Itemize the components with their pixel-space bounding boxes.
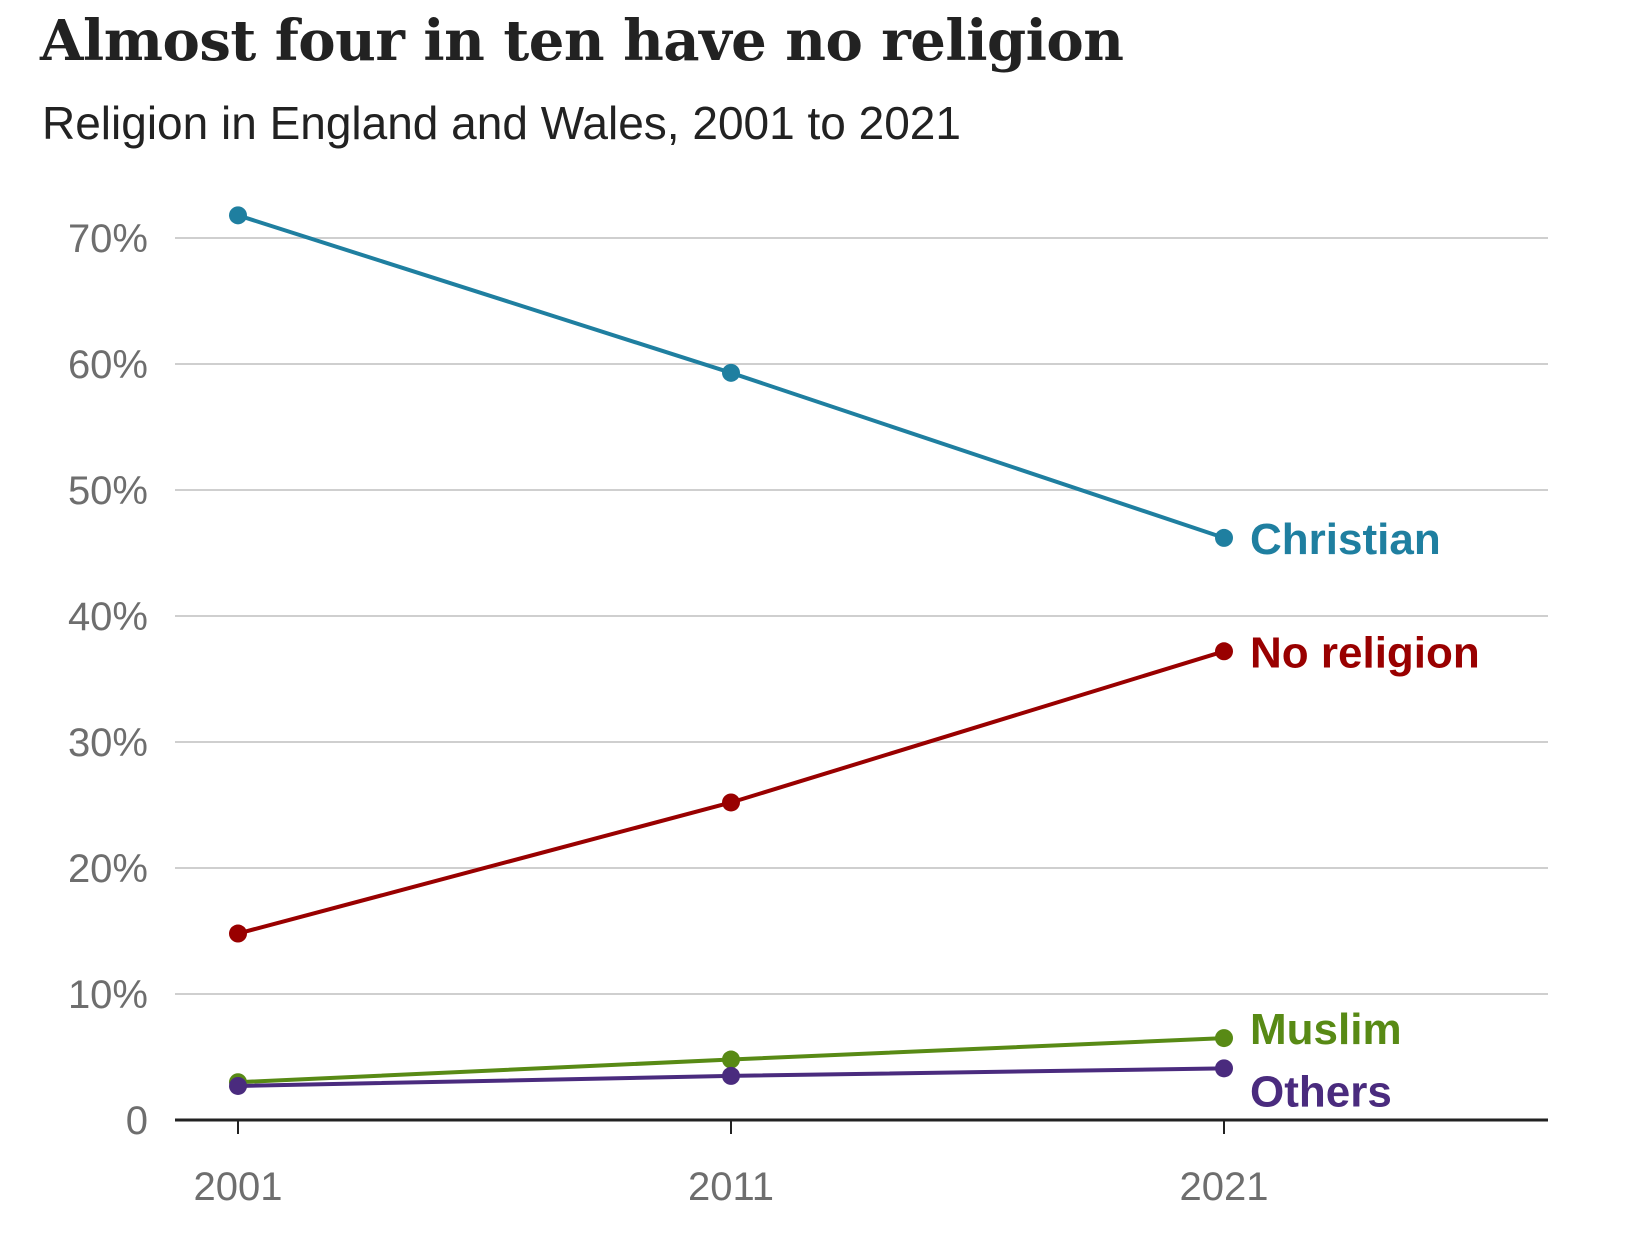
x-tick-label: 2021	[1180, 1165, 1269, 1209]
series-label-muslim: Muslim	[1250, 1005, 1402, 1054]
series-labels: Christian No religion Muslim Others	[1250, 515, 1480, 1116]
data-point-muslim-2011	[722, 1050, 740, 1069]
y-tick-label: 70%	[68, 217, 148, 261]
y-tick-label: 20%	[68, 847, 148, 891]
y-tick-label: 30%	[68, 721, 148, 765]
series-label-no-religion: No religion	[1250, 628, 1480, 677]
data-point-muslim-2021	[1215, 1029, 1233, 1048]
series-label-others: Others	[1250, 1067, 1392, 1116]
x-tick-label: 2011	[688, 1165, 774, 1209]
chart-title: Almost four in ten have no religion	[40, 8, 1124, 74]
data-point-christian-2011	[722, 363, 740, 382]
data-point-others-2001	[229, 1076, 247, 1095]
gridlines	[175, 237, 1548, 995]
series-label-christian: Christian	[1250, 515, 1441, 564]
y-tick-label: 0	[126, 1099, 148, 1143]
y-tick-label: 50%	[68, 469, 148, 513]
data-points	[229, 206, 1233, 1095]
y-tick-label: 60%	[68, 343, 148, 387]
chart-subtitle: Religion in England and Wales, 2001 to 2…	[42, 97, 961, 149]
y-tick-label: 40%	[68, 595, 148, 639]
series-lines	[236, 213, 1226, 1088]
series-line-no-religion	[236, 649, 1226, 936]
data-point-others-2011	[722, 1066, 740, 1085]
data-point-christian-2021	[1215, 528, 1233, 547]
x-tick-label: 2001	[194, 1165, 283, 1209]
data-point-no-religion-2011	[722, 793, 740, 812]
data-point-christian-2001	[229, 206, 247, 225]
data-point-others-2021	[1215, 1059, 1233, 1078]
axes: 0 10% 20% 30% 40% 50% 60% 70% 2001 2011 2021	[68, 217, 1548, 1209]
data-point-no-religion-2021	[1215, 642, 1233, 661]
data-point-no-religion-2001	[229, 924, 247, 943]
y-tick-label: 10%	[68, 973, 148, 1017]
